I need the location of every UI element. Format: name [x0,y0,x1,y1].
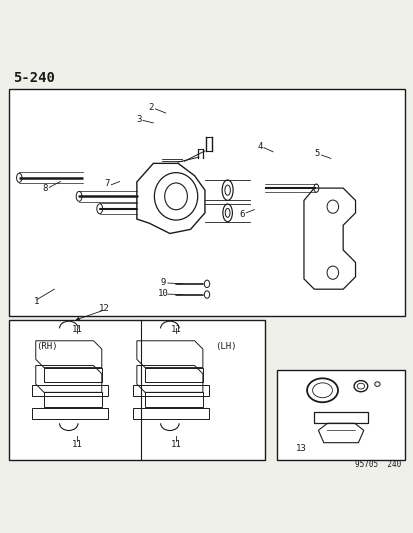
Text: 11: 11 [71,325,82,334]
Text: 11: 11 [71,440,82,449]
Text: 5: 5 [314,149,320,158]
Text: 4: 4 [256,142,262,151]
Text: 1: 1 [34,297,40,306]
Text: 11: 11 [170,440,181,449]
Text: 7: 7 [104,180,109,189]
Text: 11: 11 [170,325,181,334]
Text: 10: 10 [158,289,169,298]
Text: 2: 2 [148,103,154,112]
Text: 3: 3 [136,115,141,124]
Bar [31,385,108,397]
Bar [313,411,367,423]
Bar [31,408,108,419]
Bar [133,385,209,397]
Bar [276,370,404,461]
Text: 12: 12 [99,304,110,313]
Text: 6: 6 [239,211,244,220]
Text: (LH): (LH) [215,342,236,351]
Bar [133,408,209,419]
Text: 9: 9 [161,278,166,287]
Text: (RH): (RH) [36,342,57,351]
Text: 5-240: 5-240 [13,70,55,85]
Text: 8: 8 [43,183,48,192]
Bar [9,89,404,316]
Bar [9,320,264,461]
Text: 13: 13 [295,445,306,454]
Text: 95705  240: 95705 240 [354,459,400,469]
